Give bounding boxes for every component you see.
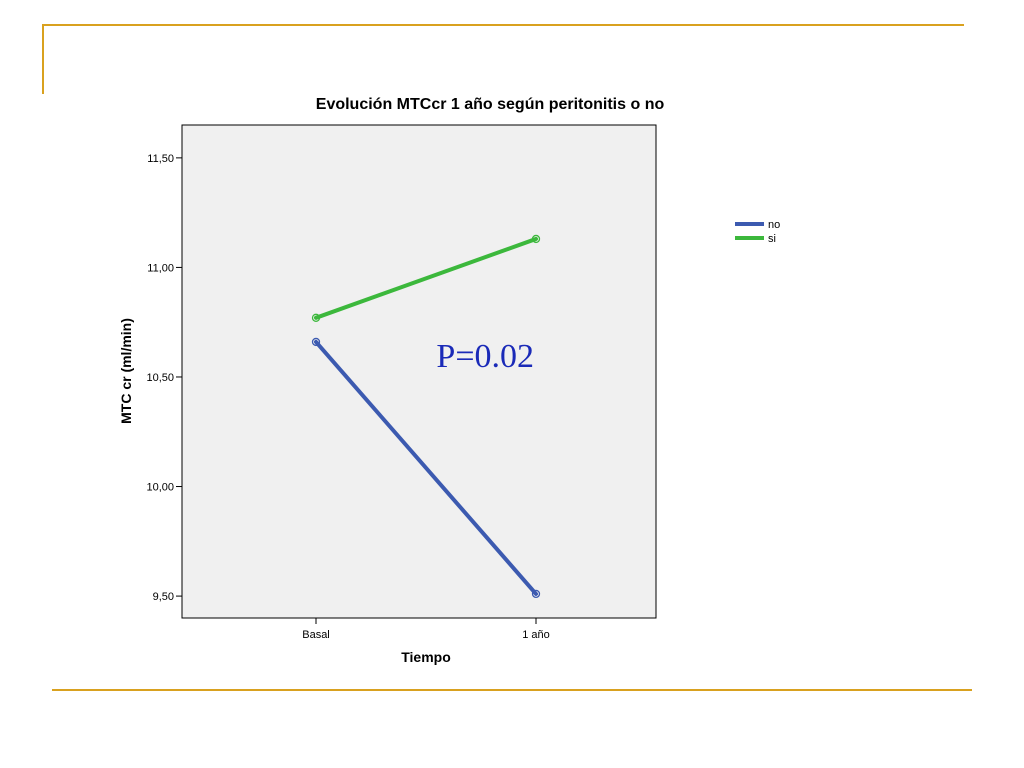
y-axis: 9,50 10,00 10,50 11,00 11,50 xyxy=(146,153,182,603)
data-point-si xyxy=(531,234,541,244)
y-tick-label: 11,50 xyxy=(147,153,174,165)
x-tick-label: 1 año xyxy=(522,629,550,641)
legend: no si xyxy=(735,219,780,245)
p-value-annotation: P=0.02 xyxy=(436,338,534,375)
legend-label-si: si xyxy=(768,233,776,245)
series-line-no xyxy=(314,339,538,596)
data-point-no xyxy=(311,337,321,347)
series-layer xyxy=(311,234,541,599)
y-tick-label: 11,00 xyxy=(147,262,174,274)
y-tick-label: 10,00 xyxy=(146,482,174,494)
left-decorative-rule xyxy=(42,24,44,94)
y-tick-label: 10,50 xyxy=(146,372,174,384)
top-decorative-rule xyxy=(42,24,964,26)
plot-area xyxy=(181,124,657,619)
legend-label-no: no xyxy=(768,219,780,231)
y-axis-title: MTC cr (ml/min) xyxy=(118,318,134,424)
bottom-decorative-rule xyxy=(52,689,972,691)
data-point-no xyxy=(531,589,541,599)
y-tick-label: 9,50 xyxy=(153,591,174,603)
x-axis-title: Tiempo xyxy=(401,649,451,665)
chart-title: Evolución MTCcr 1 año según peritonitis … xyxy=(316,96,665,113)
x-tick-label: Basal xyxy=(302,629,330,641)
x-axis: Basal 1 año xyxy=(302,618,550,641)
series-line-si xyxy=(314,236,538,320)
data-point-si xyxy=(311,313,321,322)
